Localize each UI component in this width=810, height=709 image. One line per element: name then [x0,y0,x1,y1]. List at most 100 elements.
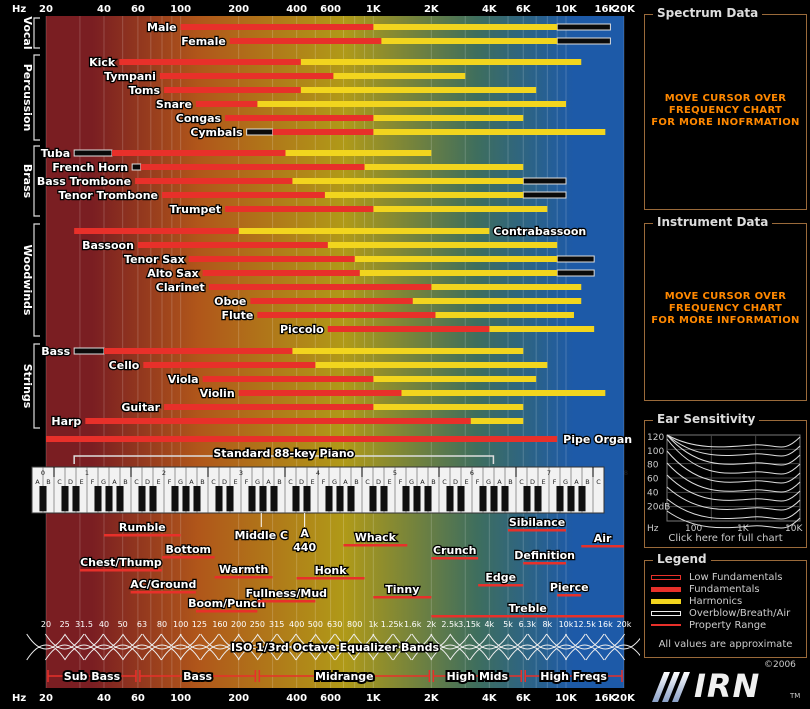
ear-sensitivity-curve [666,450,801,484]
harmonic-bar-bass-trombone [292,178,524,184]
piano-key-letter: A [189,478,194,486]
ear-freq-label: 1K [737,524,750,534]
ear-chart-link[interactable]: Click here for full chart [668,533,783,544]
eq-band-label: 80 [157,620,167,629]
piano-black-key [182,486,190,512]
eq-band-label: 100 [173,620,188,629]
fundamental-bar-bassoon [137,242,328,248]
ear-sensitivity-curve [666,498,801,520]
legend-label-fundamentals: Fundamentals [689,583,760,595]
instrument-label-trumpet: Trumpet [169,203,221,216]
brand-logo: IRN TM [648,667,801,705]
fundamental-bar-cello [143,362,316,368]
descriptor-label-whack: Whack [355,531,397,544]
instrument-label-snare: Snare [156,98,192,111]
instrument-label-guitar: Guitar [121,401,160,414]
piano-key-letter: D [530,478,535,486]
instrument-label-pipe-organ: Pipe Organ [563,433,632,446]
overblow-bar-male [556,23,611,31]
descriptor-label-pierce: Pierce [550,581,589,594]
piano-octave-number: 4 [316,469,320,477]
descriptor-range-crunch [431,557,479,560]
harmonic-bar-violin [401,390,606,396]
x-tick-label-bottom: 400 [286,693,307,704]
x-tick-label-top: 20 [39,4,53,15]
piano-black-key [193,486,201,512]
descriptor-range-bottom [161,556,215,559]
brand-tm: TM [790,692,801,700]
piano-black-key [501,486,509,512]
piano-range-label: Standard 88-key Piano [213,447,354,460]
fundamental-bar-oboe [250,298,413,304]
eq-band-label: 20 [41,620,51,629]
a440-label-line-1: A [300,527,309,540]
descriptor-range-whack [343,544,408,547]
piano-key-letter: F [553,478,557,486]
harmonic-bar-congas [373,115,524,121]
eq-band-label: 12.5k [573,620,596,629]
harmonic-bar-viola [373,376,537,382]
descriptor-label-air: Air [594,532,612,545]
brand-logo-text: IRN [694,667,761,705]
harmonic-bar-female [381,38,558,44]
instrument-label-cello: Cello [109,359,140,372]
ear-sensitivity-title: Ear Sensitivity [653,412,760,426]
x-tick-label-bottom: 20K [613,693,636,704]
piano-key-letter: C [57,478,62,486]
descriptor-label-ac-ground: AC/Ground [130,578,196,591]
piano-key-letter: F [168,478,172,486]
piano-key-letter: B [46,478,50,486]
group-bracket-brass [33,145,40,217]
overblow-bar-cymbals [246,128,274,136]
descriptor-label-treble: Treble [509,602,547,615]
legend-swatch-overblow [651,610,681,616]
instrument-label-contrabassoon: Contrabassoon [493,225,586,238]
piano-black-key [259,486,267,512]
overblow-bar-tenor-sax [556,255,595,263]
eq-band-label: 160 [212,620,227,629]
piano-black-key [336,486,344,512]
ear-sensitivity-curve [666,462,801,493]
legend-label-harmonics: Harmonics [689,595,743,607]
piano-octave-number: 5 [393,469,397,477]
spectrum-message-line-3: FOR MORE INOFRMATION [651,117,800,128]
piano-key-letter: G [255,478,260,486]
ear-db-tick: 40 [647,488,659,498]
descriptor-range-edge [478,584,524,587]
fundamental-bar-piccolo [327,326,490,332]
descriptor-label-fullness-mud: Fullness/Mud [246,587,327,600]
eq-band-label: 16k [598,620,613,629]
overblow-bar-tenor-trombone [522,191,567,199]
overblow-bar-alto-sax [556,269,595,277]
descriptor-range-air [581,545,624,548]
fundamental-bar-viola [202,376,374,382]
harmonic-bar-cello [315,362,548,368]
descriptor-label-crunch: Crunch [433,544,477,557]
fundamental-bar-toms [164,87,301,93]
ear-sensitivity-graph: 120 100 80 60 40 20dB Hz 100 1K 10K [647,433,803,534]
spectrum-data-panel: Spectrum Data MOVE CURSOR OVER FREQUENCY… [644,6,807,210]
piano-black-key [369,486,377,512]
x-tick-label-top: 60 [131,4,145,15]
ear-sensitivity-panel[interactable]: Ear Sensitivity 120 100 80 60 40 20dB Hz 100 1K 1… [644,412,807,548]
descriptor-label-sibilance: Sibilance [509,516,565,529]
eq-band-label: 1k [368,620,378,629]
overblow-bar-bass-trombone [522,177,567,185]
piano-key-letter: C [596,478,601,486]
piano-key-letter: B [277,478,281,486]
range-bracket-bass [139,670,257,682]
group-bracket-vocal [33,17,40,49]
eq-band-curves [26,633,640,661]
instrument-label-piccolo: Piccolo [280,323,324,336]
range-label-bass: Bass [183,670,212,683]
piano-key-letter: E [541,478,545,486]
harmonic-bar-guitar [373,404,524,410]
piano-black-key [270,486,278,512]
harmonic-bar-toms [300,87,537,93]
middle-c-label: Middle C [234,529,288,542]
piano-octave-number: 0 [41,469,45,477]
piano-key-letter: E [79,478,83,486]
range-label-high-freqs: High Freqs [540,670,607,683]
harmonic-bar-oboe [412,298,582,304]
